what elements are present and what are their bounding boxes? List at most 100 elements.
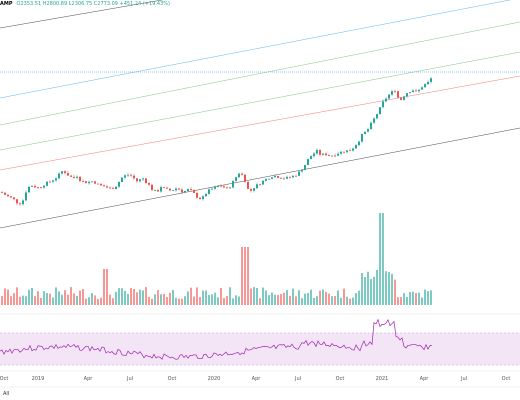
volume-bar: [160, 294, 162, 305]
volume-bar: [337, 290, 339, 305]
volume-bar: [97, 298, 99, 305]
volume-bar: [394, 279, 396, 305]
candle: [115, 186, 117, 190]
volume-bar: [88, 297, 90, 305]
volume-bar: [85, 298, 87, 305]
volume-bar: [100, 297, 102, 305]
timeframe-all-button[interactable]: All: [3, 391, 10, 397]
candle: [430, 78, 432, 82]
volume-bar: [409, 291, 411, 305]
volume-bar: [313, 297, 315, 305]
candle: [199, 197, 201, 200]
x-tick-label: Oct: [0, 376, 8, 382]
candle: [187, 189, 189, 191]
volume-bar: [265, 290, 267, 305]
candle: [28, 186, 30, 193]
volume-bar: [46, 293, 48, 305]
volume-bar: [34, 296, 36, 305]
candle: [61, 171, 63, 174]
volume-bar: [289, 295, 291, 305]
candle: [316, 149, 318, 154]
candle: [367, 129, 369, 132]
candle: [157, 190, 159, 192]
candle: [214, 187, 216, 189]
candle: [145, 178, 147, 184]
candle: [385, 98, 387, 102]
candle: [208, 189, 210, 194]
candle: [88, 181, 90, 184]
candle: [340, 151, 342, 154]
candle: [166, 187, 168, 189]
volume-bar: [379, 213, 381, 305]
volume-bar: [145, 287, 147, 305]
candle: [163, 187, 165, 188]
volume-bar: [94, 295, 96, 305]
candle: [268, 178, 270, 180]
candle: [160, 187, 162, 192]
candle: [124, 175, 126, 178]
candle: [328, 155, 330, 156]
volume-bar: [79, 290, 81, 305]
volume-bar: [262, 287, 264, 305]
candle: [154, 190, 156, 191]
candle: [85, 181, 87, 184]
x-tick-label: 2019: [32, 376, 45, 382]
volume-bar: [151, 298, 153, 305]
candle: [91, 181, 93, 183]
volume-bar: [217, 297, 219, 305]
volume-bar: [256, 288, 258, 305]
volume-bar: [175, 297, 177, 305]
candle: [139, 179, 141, 182]
volume-bar: [115, 291, 117, 305]
candle: [247, 181, 249, 189]
volume-bar: [322, 289, 324, 305]
volume-bar: [319, 290, 321, 305]
candle: [172, 190, 174, 191]
candle: [100, 183, 102, 186]
x-tick-label: Jul: [294, 376, 301, 382]
volume-bar: [334, 296, 336, 305]
volume-bar: [28, 289, 30, 305]
candle: [49, 181, 51, 183]
candle: [394, 91, 396, 92]
volume-bar: [58, 291, 60, 305]
volume-bar: [223, 297, 225, 305]
candle: [427, 81, 429, 85]
volume-bar: [421, 297, 423, 305]
volume-bar: [199, 297, 201, 305]
candle: [301, 169, 303, 172]
volume-bar: [112, 298, 114, 305]
candle: [373, 118, 375, 123]
candle: [403, 96, 405, 100]
candle: [322, 153, 324, 155]
volume-bar: [154, 294, 156, 305]
candle: [304, 165, 306, 170]
volume-bar: [388, 271, 390, 305]
candle: [388, 94, 390, 99]
volume-bar: [205, 290, 207, 305]
candle: [256, 184, 258, 189]
candle: [355, 145, 357, 149]
candle: [43, 185, 45, 188]
volume-bar: [220, 287, 222, 305]
volume-bar: [352, 297, 354, 305]
volume-bar: [229, 287, 231, 305]
candle: [409, 92, 411, 94]
candle: [346, 150, 348, 153]
volume-bar: [247, 247, 249, 305]
symbol-label[interactable]: AMP: [0, 1, 13, 7]
volume-bar: [190, 287, 192, 305]
volume-bar: [13, 293, 15, 305]
volume-bar: [1, 296, 3, 305]
candle: [250, 188, 252, 191]
x-tick-label: Oct: [168, 376, 177, 382]
volume-bar: [295, 296, 297, 305]
candle: [271, 177, 273, 179]
candle: [310, 156, 312, 160]
volume-bar: [157, 290, 159, 305]
candles: [1, 76, 432, 207]
candle: [370, 122, 372, 130]
volume-bar: [364, 277, 366, 305]
volume-bar: [397, 297, 399, 305]
